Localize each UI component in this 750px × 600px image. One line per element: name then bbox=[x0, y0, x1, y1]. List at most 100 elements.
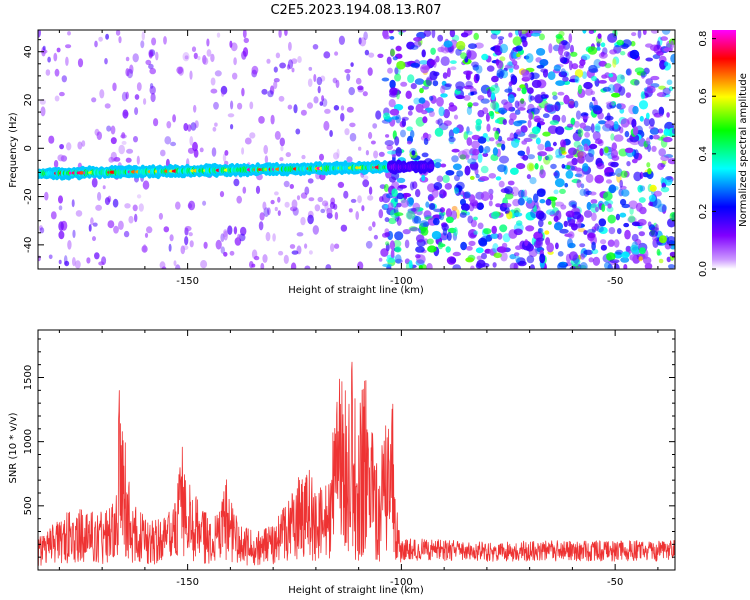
noise-blob bbox=[649, 135, 654, 140]
noise-blob bbox=[489, 193, 494, 201]
noise-speck bbox=[332, 77, 338, 84]
noise-blob bbox=[383, 34, 390, 40]
noise-blob bbox=[478, 145, 484, 154]
noise-blob bbox=[448, 129, 454, 139]
noise-blob bbox=[536, 48, 546, 56]
noise-blob bbox=[649, 230, 658, 238]
noise-blob bbox=[652, 134, 660, 140]
colorbar-tick-label: 0.8 bbox=[698, 31, 709, 47]
noise-blob bbox=[413, 97, 421, 105]
noise-speck bbox=[349, 122, 356, 128]
noise-blob bbox=[471, 61, 479, 68]
noise-blob bbox=[573, 120, 580, 128]
noise-blob bbox=[491, 211, 500, 220]
noise-blob bbox=[492, 147, 498, 156]
noise-blob bbox=[551, 199, 556, 208]
noise-blob bbox=[588, 257, 594, 263]
x-tick-label: -100 bbox=[390, 276, 413, 287]
noise-blob bbox=[460, 32, 469, 38]
noise-speck bbox=[350, 62, 354, 67]
noise-blob bbox=[563, 51, 570, 57]
noise-blob bbox=[479, 176, 490, 182]
noise-blob bbox=[529, 95, 535, 101]
spectrogram-frame bbox=[37, 29, 676, 270]
noise-speck bbox=[77, 58, 84, 68]
noise-blob bbox=[560, 139, 566, 148]
noise-blob bbox=[396, 60, 406, 70]
noise-blob bbox=[620, 118, 630, 128]
snr-y-ticks: 500 1000 1500 bbox=[23, 338, 675, 558]
noise-blob bbox=[607, 203, 612, 209]
noise-blob bbox=[423, 138, 429, 145]
noise-speck bbox=[166, 121, 172, 129]
noise-speck bbox=[158, 212, 163, 220]
noise-blob bbox=[501, 242, 508, 249]
noise-speck bbox=[251, 65, 259, 75]
noise-blob bbox=[538, 227, 544, 234]
noise-speck bbox=[115, 30, 121, 36]
noise-speck bbox=[312, 44, 319, 50]
noise-speck bbox=[178, 66, 184, 76]
noise-speck bbox=[242, 30, 247, 39]
noise-blob bbox=[584, 131, 590, 138]
noise-blob bbox=[533, 115, 541, 123]
noise-blob bbox=[610, 101, 616, 106]
noise-speck bbox=[241, 50, 247, 60]
noise-blob bbox=[658, 106, 665, 117]
noise-speck bbox=[91, 97, 97, 103]
noise-speck bbox=[340, 105, 345, 111]
noise-speck bbox=[333, 152, 339, 160]
noise-speck bbox=[151, 37, 157, 46]
noise-speck bbox=[134, 213, 138, 223]
noise-speck bbox=[232, 72, 238, 80]
noise-blob bbox=[579, 262, 588, 269]
noise-blob bbox=[384, 140, 394, 146]
noise-blob bbox=[490, 233, 500, 240]
noise-blob bbox=[533, 240, 543, 249]
noise-blob bbox=[581, 138, 591, 147]
noise-blob bbox=[546, 103, 554, 112]
noise-blob bbox=[437, 34, 444, 42]
noise-speck bbox=[335, 79, 340, 89]
noise-blob bbox=[650, 75, 660, 81]
noise-blob bbox=[404, 239, 410, 249]
noise-blob bbox=[392, 56, 398, 61]
noise-blob bbox=[548, 43, 553, 54]
noise-blob bbox=[388, 30, 394, 34]
noise-blob bbox=[643, 256, 652, 265]
noise-blob bbox=[580, 115, 590, 120]
noise-speck bbox=[193, 104, 197, 113]
noise-blob bbox=[442, 174, 450, 184]
snr-x-ticks: -150 -100 -50 bbox=[58, 330, 659, 588]
noise-speck bbox=[304, 243, 308, 249]
noise-speck bbox=[168, 243, 172, 252]
noise-blob bbox=[559, 54, 565, 63]
noise-speck bbox=[258, 221, 264, 231]
noise-blob bbox=[515, 45, 523, 52]
noise-blob bbox=[598, 226, 608, 234]
noise-blob bbox=[666, 256, 671, 263]
noise-blob bbox=[549, 120, 559, 126]
noise-blob bbox=[455, 81, 465, 90]
colorbar-label: Normalized spectral amplitude bbox=[738, 73, 749, 227]
noise-blob bbox=[504, 207, 510, 214]
noise-speck bbox=[227, 225, 233, 235]
noise-blob bbox=[432, 217, 440, 226]
noise-blob bbox=[606, 252, 616, 261]
noise-blob bbox=[460, 241, 467, 251]
noise-speck bbox=[42, 45, 46, 51]
noise-speck bbox=[377, 53, 384, 58]
noise-blob bbox=[513, 212, 523, 217]
noise-blob bbox=[394, 246, 402, 253]
noise-speck bbox=[121, 140, 127, 145]
noise-blob bbox=[598, 80, 607, 84]
noise-speck bbox=[125, 68, 130, 77]
noise-speck bbox=[262, 201, 267, 211]
noise-blob bbox=[517, 197, 525, 206]
noise-blob bbox=[468, 229, 478, 239]
noise-blob bbox=[473, 32, 480, 41]
noise-speck bbox=[288, 41, 292, 52]
noise-speck bbox=[105, 33, 109, 40]
noise-blob bbox=[645, 78, 654, 85]
noise-speck bbox=[222, 153, 227, 162]
